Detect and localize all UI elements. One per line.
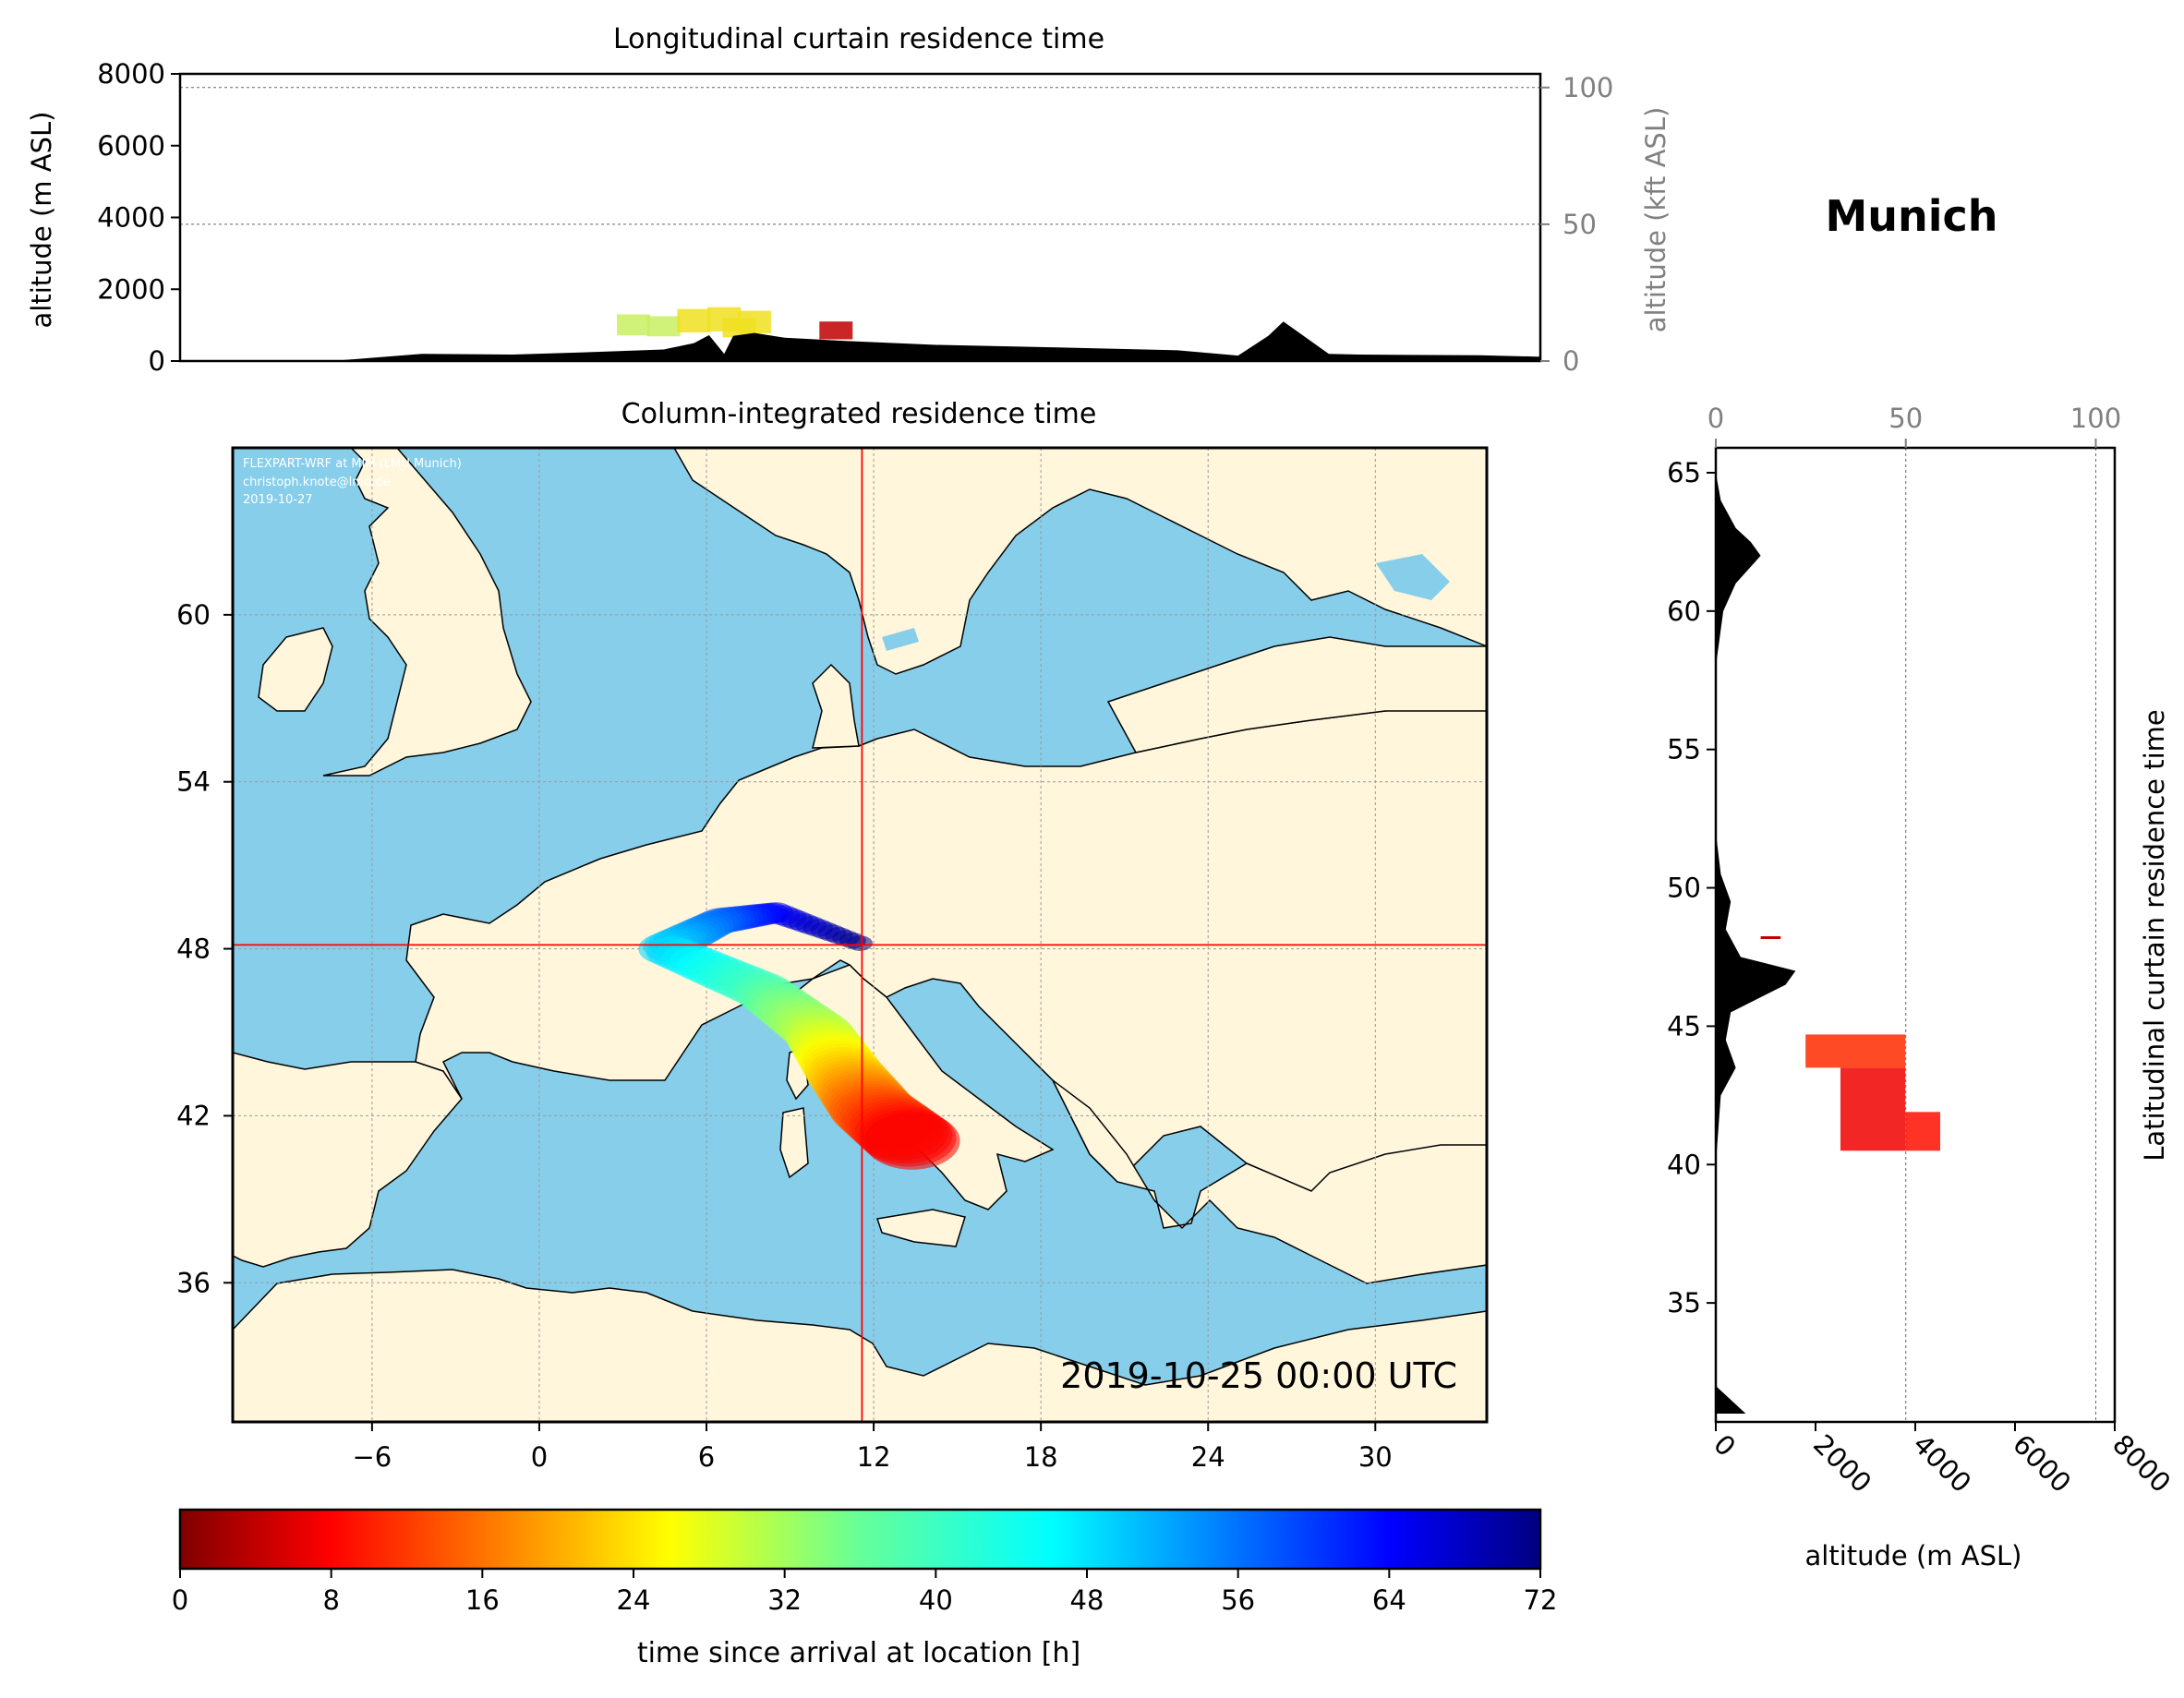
longitudinal-curtain-panel: Longitudinal curtain residence time 0 200… — [26, 23, 1671, 377]
top-y-right-tick-label: 0 — [1563, 345, 1579, 377]
map-x-tick-label: 18 — [1024, 1441, 1058, 1473]
colorbar-ticks: 0 8 16 24 32 40 48 56 64 72 — [172, 1569, 1558, 1616]
colorbar-tick-label: 64 — [1372, 1584, 1406, 1616]
longitudinal-curtain-title: Longitudinal curtain residence time — [613, 23, 1104, 55]
map-plume — [638, 902, 960, 1170]
map-y-tick-label: 48 — [176, 933, 211, 965]
top-plume — [617, 307, 853, 340]
map-x-tick-label: 30 — [1358, 1441, 1393, 1473]
top-plume-cell — [819, 321, 853, 340]
right-y-tick-label: 60 — [1667, 596, 1701, 627]
location-title: Munich — [1825, 191, 1997, 241]
top-y-right-tick-label: 100 — [1563, 72, 1613, 103]
top-y-tick-label: 8000 — [97, 58, 165, 90]
right-plume — [1760, 935, 1940, 1151]
right-gridlines — [1715, 448, 2096, 1422]
map-y-ticks: 36 42 48 54 60 — [176, 599, 233, 1298]
map-y-tick-label: 36 — [176, 1267, 211, 1298]
right-plume-block — [1905, 1112, 1940, 1151]
credit-line-3: 2019-10-27 — [243, 493, 313, 507]
colorbar-tick-label: 8 — [322, 1584, 339, 1616]
top-y-ticks-right: 0 50 100 — [1540, 72, 1613, 377]
right-y-tick-label: 45 — [1667, 1010, 1701, 1042]
colorbar-tick-label: 32 — [767, 1584, 802, 1616]
top-y-tick-label: 6000 — [97, 130, 165, 162]
right-x-tick-label: 4000 — [1907, 1428, 1977, 1499]
colorbar-tick-label: 40 — [919, 1584, 953, 1616]
colorbar-gradient — [178, 1508, 1542, 1571]
map-y-tick-label: 42 — [176, 1100, 211, 1131]
top-y-right-tick-label: 50 — [1563, 209, 1597, 240]
map-axes-frame — [231, 446, 1489, 1424]
map-plume-segment — [863, 1112, 960, 1170]
right-axes-frame — [1714, 446, 2117, 1424]
column-integrated-panel: Column-integrated residence time — [176, 398, 1489, 1473]
right-x-top-tick-label: 50 — [1888, 403, 1923, 434]
right-panel-title: Latitudinal curtain residence time — [2139, 709, 2170, 1162]
map-x-tick-label: −6 — [353, 1441, 392, 1473]
colorbar-tick-label: 24 — [617, 1584, 651, 1616]
right-plume-block — [1840, 1067, 1906, 1151]
map-x-tick-label: 24 — [1191, 1441, 1225, 1473]
colorbar-tick-label: 56 — [1221, 1584, 1255, 1616]
right-xlabel: altitude (m ASL) — [1805, 1540, 2022, 1572]
right-y-tick-label: 55 — [1667, 734, 1701, 765]
right-y-tick-label: 40 — [1667, 1149, 1701, 1180]
right-x-ticks: 0 2000 4000 6000 8000 — [1707, 1422, 2177, 1499]
top-y-tick-label: 0 — [149, 345, 165, 377]
map-x-ticks: −6 0 6 12 18 24 30 — [353, 1422, 1393, 1473]
right-y-tick-label: 35 — [1667, 1287, 1701, 1319]
map-x-tick-label: 6 — [698, 1441, 715, 1473]
right-y-tick-label: 65 — [1667, 457, 1701, 488]
top-y-ticks: 0 2000 4000 6000 8000 — [97, 58, 180, 377]
map-y-tick-label: 60 — [176, 599, 211, 631]
top-gridlines — [180, 87, 1540, 362]
top-ylabel: altitude (m ASL) — [26, 112, 57, 329]
right-x-tick-label: 0 — [1707, 1428, 1742, 1463]
top-terrain-profile — [180, 321, 1540, 361]
colorbar-tick-label: 72 — [1524, 1584, 1558, 1616]
colorbar-label: time since arrival at location [h] — [637, 1637, 1080, 1669]
map-title: Column-integrated residence time — [621, 398, 1097, 430]
right-x-top-tick-label: 0 — [1707, 403, 1724, 434]
top-plume-cell — [646, 316, 681, 337]
right-x-tick-label: 2000 — [1807, 1428, 1877, 1499]
colorbar-tick-label: 16 — [465, 1584, 500, 1616]
colorbar: 0 8 16 24 32 40 48 56 64 72 time since arrival at… — [172, 1508, 1558, 1669]
right-y-tick-label: 50 — [1667, 873, 1701, 904]
right-x-tick-label: 6000 — [2007, 1428, 2077, 1499]
colorbar-tick-label: 0 — [172, 1584, 188, 1616]
timestamp-label: 2019-10-25 00:00 UTC — [1060, 1355, 1457, 1396]
right-x-tick-label: 8000 — [2106, 1428, 2177, 1499]
map-x-tick-label: 12 — [857, 1441, 891, 1473]
right-terrain-profile — [1716, 472, 1796, 1415]
colorbar-tick-label: 48 — [1070, 1584, 1104, 1616]
lakes — [882, 554, 1450, 651]
right-x-top-tick-label: 100 — [2070, 403, 2121, 434]
top-ylabel-right: altitude (kft ASL) — [1640, 107, 1671, 333]
top-y-tick-label: 2000 — [97, 273, 165, 305]
top-y-tick-label: 4000 — [97, 202, 165, 234]
map-area: FLEXPART-WRF at MIM (LMU Munich) christo… — [233, 448, 1487, 1422]
map-y-tick-label: 54 — [176, 766, 211, 798]
right-plume-block — [1805, 1034, 1906, 1068]
right-x-ticks-top: 0 50 100 — [1707, 403, 2121, 448]
top-axes-frame — [178, 72, 1542, 363]
credit-line-2: christoph.knote@lmu.de — [243, 476, 391, 489]
top-plume-cell — [617, 314, 650, 336]
top-plume-cell — [737, 310, 771, 334]
right-y-ticks: 35 40 45 50 55 60 65 — [1667, 457, 1716, 1319]
top-plume-cell — [677, 308, 711, 332]
land-masses — [233, 448, 1487, 1422]
credit-line-1: FLEXPART-WRF at MIM (LMU Munich) — [243, 457, 462, 471]
map-x-tick-label: 0 — [531, 1441, 548, 1473]
